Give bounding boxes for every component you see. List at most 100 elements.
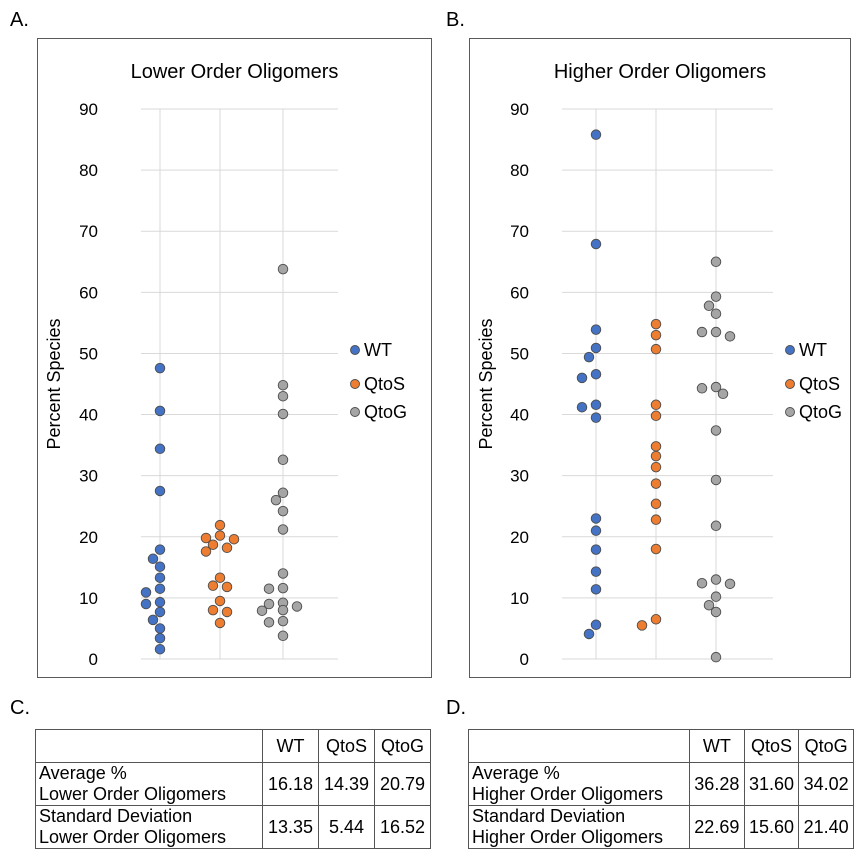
table-row: Standard Deviation Lower Order Oligomers… — [35, 805, 431, 849]
row-label-line: Lower Order Oligomers — [39, 784, 227, 804]
data-point-qtog — [277, 487, 289, 499]
data-point-qtog — [703, 300, 715, 312]
row-label: Average % Lower Order Oligomers — [35, 762, 263, 806]
data-point-qtos — [650, 478, 662, 489]
legend-marker — [350, 407, 360, 417]
data-point-qtos — [214, 595, 226, 607]
y-tick-label: 20 — [79, 528, 98, 547]
chart-lower-order-oligomers: Lower Order Oligomers 0 10 20 30 40 50 60 70 80 9… — [37, 38, 432, 678]
table-header-wt: WT — [689, 729, 745, 763]
y-tick-label: 0 — [520, 650, 529, 669]
y-tick-label: 70 — [79, 222, 98, 241]
data-point-wt — [590, 619, 602, 631]
data-point-wt — [590, 525, 602, 536]
table-cell: 22.69 — [689, 805, 745, 849]
y-tick-label: 40 — [510, 406, 529, 425]
stats-table-higher: WT QtoS QtoG Average % Higher Order Olig… — [468, 729, 854, 849]
legend-label: QtoS — [364, 374, 405, 394]
y-tick-label: 80 — [510, 161, 529, 180]
data-point-wt — [590, 342, 602, 354]
y-tick-label: 30 — [510, 467, 529, 486]
data-point-wt — [154, 643, 166, 655]
legend-label: QtoG — [799, 402, 842, 422]
data-point-qtos — [650, 614, 662, 625]
data-point-qtos — [221, 606, 233, 618]
data-point-qtog — [277, 408, 289, 420]
data-point-qtog — [710, 591, 722, 602]
data-point-qtos — [214, 617, 226, 629]
y-tick-label: 60 — [510, 283, 529, 302]
table-header-qtog: QtoG — [374, 729, 431, 763]
data-point-qtos — [214, 519, 226, 531]
row-label-line: Lower Order Oligomers — [39, 827, 227, 847]
table-cell: 13.35 — [262, 805, 319, 849]
data-point-wt — [590, 129, 602, 140]
data-point-qtog — [710, 381, 722, 393]
chart-title: Higher Order Oligomers — [553, 61, 767, 83]
table-header-row: WT QtoS QtoG — [468, 729, 854, 763]
data-point-wt — [590, 399, 602, 411]
data-point-wt — [154, 485, 166, 497]
y-tick-label: 60 — [79, 283, 98, 302]
table-header-wt: WT — [262, 729, 319, 763]
data-point-qtos — [650, 543, 662, 555]
data-point-qtog — [710, 606, 722, 618]
y-tick-label: 80 — [79, 161, 98, 180]
data-point-qtog — [270, 494, 282, 506]
table-row: Standard Deviation Higher Order Oligomer… — [468, 805, 854, 849]
data-point-qtog — [291, 601, 303, 612]
table-row: Average % Lower Order Oligomers 16.18 14… — [35, 762, 431, 806]
data-point-qtog — [710, 474, 722, 486]
table-cell: 16.52 — [374, 805, 431, 849]
data-point-wt — [590, 584, 602, 595]
data-point-wt — [576, 401, 588, 413]
chart-plot-area: 0 10 20 30 40 50 60 70 80 90 Percent Species WT QtoS… — [476, 100, 842, 669]
data-point-qtos — [650, 461, 662, 473]
data-point-qtog — [277, 263, 289, 275]
data-point-qtog — [710, 520, 722, 532]
data-point-qtog — [710, 425, 722, 436]
data-point-wt — [154, 405, 166, 417]
data-point-qtos — [636, 620, 648, 631]
data-point-qtog — [717, 388, 729, 400]
data-point-qtog — [710, 651, 722, 663]
data-point-wt — [147, 553, 159, 565]
table-header-row: WT QtoS QtoG — [35, 729, 431, 763]
panel-label-c: C. — [10, 697, 30, 719]
data-point-qtog — [710, 256, 722, 268]
data-point-qtog — [710, 326, 722, 338]
data-point-wt — [154, 632, 166, 644]
data-point-wt — [147, 614, 159, 626]
table-cell: 31.60 — [743, 762, 800, 806]
data-point-qtog — [277, 379, 289, 391]
data-point-qtos — [650, 318, 662, 330]
table-corner-cell — [35, 729, 263, 763]
data-point-qtog — [256, 605, 268, 616]
legend-marker — [785, 379, 795, 389]
y-tick-label: 40 — [79, 406, 98, 425]
data-point-qtos — [650, 410, 662, 422]
row-label-line: Average % — [39, 763, 127, 783]
data-point-qtos — [650, 329, 662, 341]
data-point-qtog — [277, 454, 289, 466]
data-point-qtog — [724, 578, 736, 590]
row-label: Standard Deviation Higher Order Oligomer… — [468, 805, 690, 849]
data-point-qtog — [277, 524, 289, 535]
data-point-qtog — [277, 390, 289, 402]
data-point-qtog — [263, 583, 275, 594]
legend-label: QtoG — [364, 402, 407, 422]
data-point-qtos — [650, 498, 662, 510]
data-point-qtos — [221, 542, 233, 554]
data-point-wt — [590, 544, 602, 555]
row-label-line: Higher Order Oligomers — [472, 784, 664, 804]
y-tick-label: 10 — [79, 589, 98, 608]
legend-marker — [350, 345, 360, 355]
y-tick-label: 90 — [510, 100, 529, 119]
data-point-wt — [154, 623, 166, 634]
data-point-wt — [154, 561, 166, 572]
legend-marker — [785, 345, 795, 355]
chart-higher-order-oligomers: Higher Order Oligomers 0 10 20 30 40 50 60 70 80… — [469, 38, 851, 678]
data-point-qtos — [200, 546, 212, 557]
y-tick-label: 0 — [89, 650, 98, 669]
row-label-line: Standard Deviation — [39, 806, 193, 826]
